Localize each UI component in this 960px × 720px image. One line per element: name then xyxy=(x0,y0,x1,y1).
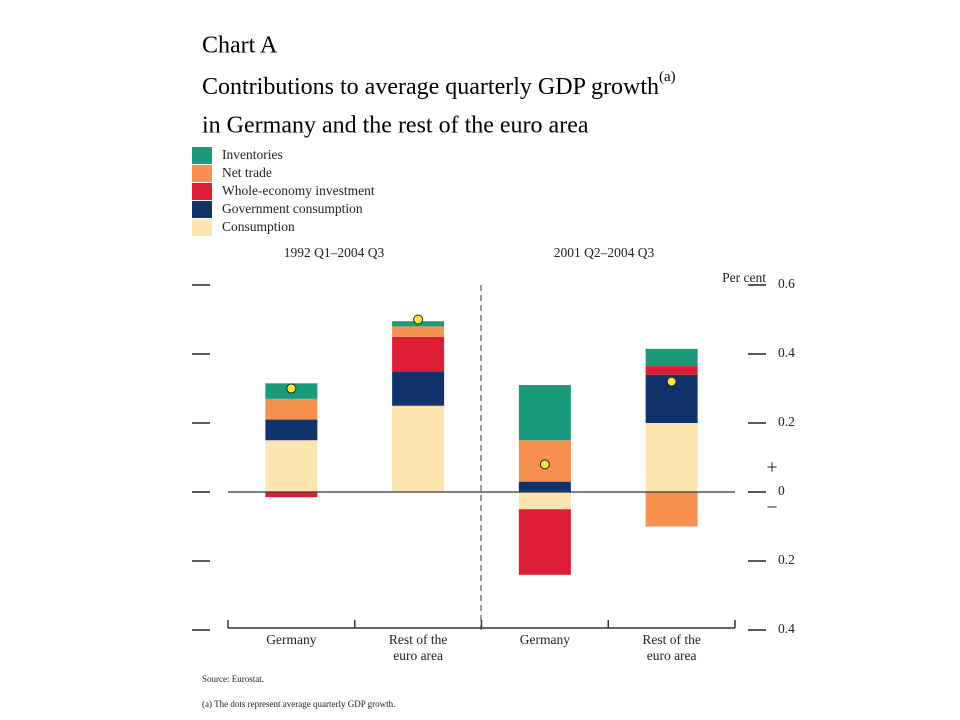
legend-swatch xyxy=(192,183,212,200)
x-tick-label: Germany xyxy=(520,632,570,647)
y-tick-label: 0 xyxy=(778,483,785,498)
y-tick-label: 0.2 xyxy=(778,552,795,567)
sign-label: − xyxy=(766,497,777,519)
bar-segment xyxy=(518,481,571,492)
bar-segment xyxy=(392,371,445,406)
legend-swatch xyxy=(192,147,212,164)
gdp-dot xyxy=(666,376,677,387)
legend-label: Consumption xyxy=(222,219,295,234)
bar-segment xyxy=(265,398,318,420)
y-tick-label: 0.2 xyxy=(778,414,795,429)
y-tick-label: 0.6 xyxy=(778,276,795,291)
sign-label: + xyxy=(766,457,777,479)
x-tick-label: euro area xyxy=(393,648,443,663)
bar-segment xyxy=(265,492,318,498)
legend-label: Government consumption xyxy=(222,201,363,216)
bar-segment xyxy=(645,492,698,527)
bar-segment xyxy=(265,419,318,441)
x-tick-label: Germany xyxy=(266,632,316,647)
bar-segment xyxy=(518,492,571,510)
bar-segment xyxy=(392,326,445,337)
legend-label: Whole-economy investment xyxy=(222,183,375,198)
legend-label: Inventories xyxy=(222,147,283,162)
bar-segment xyxy=(265,440,318,492)
gdp-dot xyxy=(539,459,550,470)
group-label: 1992 Q1–2004 Q3 xyxy=(284,245,385,260)
bar-segment xyxy=(645,366,698,375)
y-axis-label: Per cent xyxy=(722,270,766,285)
chart-title: Contributions to average quarterly GDP g… xyxy=(202,69,676,99)
bar-segment xyxy=(645,348,698,367)
x-tick-label: Rest of the xyxy=(389,632,448,647)
group-label: 2001 Q2–2004 Q3 xyxy=(554,245,655,260)
bar-segment xyxy=(392,336,445,372)
chart-title: in Germany and the rest of the euro area xyxy=(202,113,589,139)
chart-title: Chart A xyxy=(202,33,278,59)
footnote: (a) The dots represent average quarterly… xyxy=(202,699,395,709)
legend-label: Net trade xyxy=(222,165,272,180)
y-tick-label: 0.4 xyxy=(778,621,795,636)
bar-segment xyxy=(392,405,445,492)
bar-segment xyxy=(518,385,571,441)
bar-segment xyxy=(645,423,698,492)
y-tick-label: 0.4 xyxy=(778,345,795,360)
gdp-dot xyxy=(286,383,297,394)
gdp-dot xyxy=(413,314,424,325)
legend-swatch xyxy=(192,201,212,218)
bar-segment xyxy=(518,509,571,575)
legend-swatch xyxy=(192,219,212,236)
x-tick-label: euro area xyxy=(647,648,697,663)
source: Source: Eurostat. xyxy=(202,674,264,684)
x-tick-label: Rest of the xyxy=(642,632,701,647)
legend-swatch xyxy=(192,165,212,182)
